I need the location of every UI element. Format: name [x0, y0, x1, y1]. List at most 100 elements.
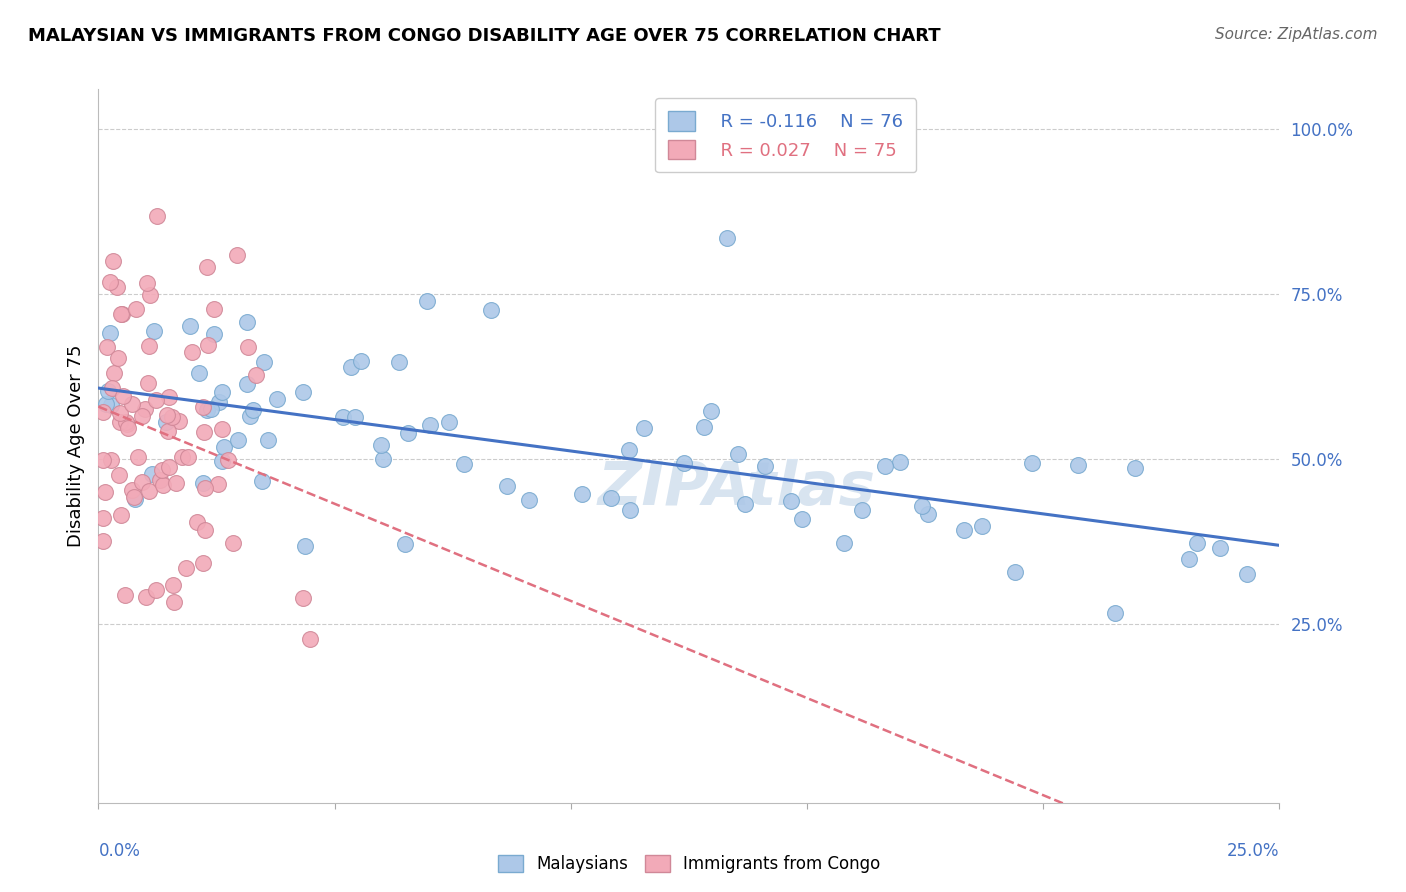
- Point: [157, 460, 180, 475]
- Point: [98, 326, 121, 340]
- Point: [193, 425, 215, 439]
- Point: [111, 389, 134, 403]
- Point: [162, 578, 184, 592]
- Point: [136, 376, 159, 390]
- Point: [780, 494, 803, 508]
- Point: [181, 344, 204, 359]
- Point: [191, 476, 214, 491]
- Point: [195, 403, 218, 417]
- Point: [145, 582, 167, 597]
- Point: [117, 421, 139, 435]
- Point: [146, 210, 169, 224]
- Point: [131, 475, 153, 489]
- Point: [633, 421, 655, 435]
- Point: [236, 315, 259, 329]
- Point: [121, 397, 143, 411]
- Point: [167, 414, 190, 428]
- Text: MALAYSIAN VS IMMIGRANTS FROM CONGO DISABILITY AGE OVER 75 CORRELATION CHART: MALAYSIAN VS IMMIGRANTS FROM CONGO DISAB…: [28, 27, 941, 45]
- Point: [211, 422, 233, 436]
- Point: [96, 340, 118, 354]
- Point: [108, 468, 131, 483]
- Point: [236, 340, 259, 354]
- Point: [211, 454, 233, 468]
- Point: [692, 420, 714, 434]
- Point: [889, 455, 911, 469]
- Point: [222, 535, 245, 549]
- Point: [332, 410, 354, 425]
- Point: [851, 502, 873, 516]
- Text: 0.0%: 0.0%: [98, 842, 141, 860]
- Point: [875, 459, 897, 474]
- Point: [139, 287, 162, 301]
- Point: [165, 475, 187, 490]
- Point: [202, 302, 225, 317]
- Point: [600, 491, 623, 506]
- Point: [917, 507, 939, 521]
- Point: [122, 490, 145, 504]
- Point: [253, 355, 276, 369]
- Point: [754, 459, 776, 474]
- Y-axis label: Disability Age Over 75: Disability Age Over 75: [66, 344, 84, 548]
- Point: [114, 415, 136, 429]
- Point: [149, 473, 172, 487]
- Point: [832, 535, 855, 549]
- Point: [1209, 541, 1232, 556]
- Point: [619, 442, 641, 457]
- Point: [174, 560, 197, 574]
- Point: [108, 415, 131, 429]
- Point: [416, 294, 439, 309]
- Point: [911, 499, 934, 513]
- Point: [141, 467, 163, 481]
- Point: [350, 353, 373, 368]
- Point: [672, 456, 695, 470]
- Point: [292, 591, 315, 605]
- Point: [211, 384, 233, 399]
- Text: ZIPAtlas: ZIPAtlas: [598, 459, 875, 518]
- Point: [138, 483, 160, 498]
- Point: [396, 426, 419, 441]
- Point: [131, 409, 153, 423]
- Point: [150, 463, 173, 477]
- Point: [157, 424, 180, 438]
- Point: [217, 453, 239, 467]
- Point: [156, 408, 179, 422]
- Point: [105, 280, 128, 294]
- Point: [157, 390, 180, 404]
- Point: [437, 416, 460, 430]
- Point: [239, 409, 262, 423]
- Point: [152, 477, 174, 491]
- Point: [212, 440, 235, 454]
- Point: [517, 492, 540, 507]
- Point: [952, 523, 974, 537]
- Point: [100, 275, 122, 289]
- Point: [108, 406, 131, 420]
- Point: [94, 397, 117, 411]
- Point: [195, 260, 218, 275]
- Point: [124, 302, 146, 317]
- Point: [294, 539, 316, 553]
- Point: [200, 401, 222, 416]
- Point: [1178, 551, 1201, 566]
- Point: [716, 231, 738, 245]
- Point: [115, 417, 138, 432]
- Point: [163, 595, 186, 609]
- Point: [194, 481, 217, 495]
- Point: [727, 447, 749, 461]
- Point: [236, 377, 259, 392]
- Point: [344, 410, 367, 425]
- Point: [619, 503, 641, 517]
- Point: [734, 497, 756, 511]
- Point: [1021, 457, 1043, 471]
- Point: [143, 324, 166, 338]
- Point: [93, 485, 115, 500]
- Point: [177, 450, 200, 465]
- Point: [242, 403, 264, 417]
- Point: [197, 337, 219, 351]
- Point: [453, 457, 475, 471]
- Point: [101, 381, 124, 395]
- Point: [160, 409, 183, 424]
- Point: [145, 393, 167, 408]
- Point: [972, 518, 994, 533]
- Point: [124, 492, 146, 507]
- Point: [790, 512, 813, 526]
